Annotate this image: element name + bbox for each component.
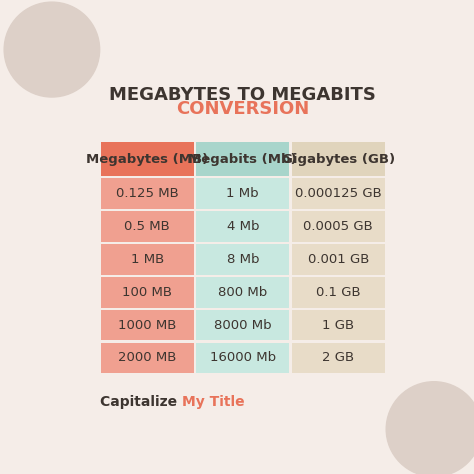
Text: 100 MB: 100 MB [122, 286, 173, 299]
Text: 1 GB: 1 GB [322, 319, 355, 332]
Circle shape [386, 382, 474, 474]
FancyBboxPatch shape [196, 277, 290, 308]
Text: 4 Mb: 4 Mb [227, 220, 259, 233]
Text: 8 Mb: 8 Mb [227, 253, 259, 266]
Text: 800 Mb: 800 Mb [218, 286, 267, 299]
Text: 1 Mb: 1 Mb [227, 187, 259, 200]
Text: 0.5 MB: 0.5 MB [125, 220, 170, 233]
Text: Megabits (Mb): Megabits (Mb) [189, 153, 297, 165]
FancyBboxPatch shape [196, 142, 290, 176]
Text: MEGABYTES TO MEGABITS: MEGABYTES TO MEGABITS [109, 86, 376, 104]
FancyBboxPatch shape [196, 343, 290, 374]
FancyBboxPatch shape [292, 244, 385, 275]
Text: 0.000125 GB: 0.000125 GB [295, 187, 382, 200]
Text: 2000 MB: 2000 MB [118, 352, 176, 365]
FancyBboxPatch shape [292, 142, 385, 176]
Text: 2 GB: 2 GB [322, 352, 355, 365]
FancyBboxPatch shape [101, 310, 194, 340]
Text: Megabytes (MB): Megabytes (MB) [86, 153, 209, 165]
Text: 1 MB: 1 MB [131, 253, 164, 266]
FancyBboxPatch shape [292, 178, 385, 209]
Circle shape [4, 2, 100, 97]
Text: 8000 Mb: 8000 Mb [214, 319, 272, 332]
Text: 16000 Mb: 16000 Mb [210, 352, 276, 365]
FancyBboxPatch shape [101, 178, 194, 209]
FancyBboxPatch shape [196, 310, 290, 340]
Text: My Title: My Title [182, 395, 244, 409]
FancyBboxPatch shape [101, 244, 194, 275]
Text: CONVERSION: CONVERSION [176, 100, 310, 118]
FancyBboxPatch shape [101, 142, 194, 176]
FancyBboxPatch shape [196, 244, 290, 275]
FancyBboxPatch shape [292, 343, 385, 374]
FancyBboxPatch shape [196, 178, 290, 209]
FancyBboxPatch shape [292, 211, 385, 242]
Text: Gigabytes (GB): Gigabytes (GB) [282, 153, 395, 165]
Text: 0.0005 GB: 0.0005 GB [303, 220, 373, 233]
FancyBboxPatch shape [292, 277, 385, 308]
Text: Capitalize: Capitalize [100, 395, 182, 409]
Text: 0.1 GB: 0.1 GB [316, 286, 361, 299]
Text: 0.001 GB: 0.001 GB [308, 253, 369, 266]
FancyBboxPatch shape [101, 277, 194, 308]
FancyBboxPatch shape [292, 310, 385, 340]
Text: 1000 MB: 1000 MB [118, 319, 176, 332]
FancyBboxPatch shape [196, 211, 290, 242]
Text: 0.125 MB: 0.125 MB [116, 187, 179, 200]
FancyBboxPatch shape [101, 211, 194, 242]
FancyBboxPatch shape [101, 343, 194, 374]
